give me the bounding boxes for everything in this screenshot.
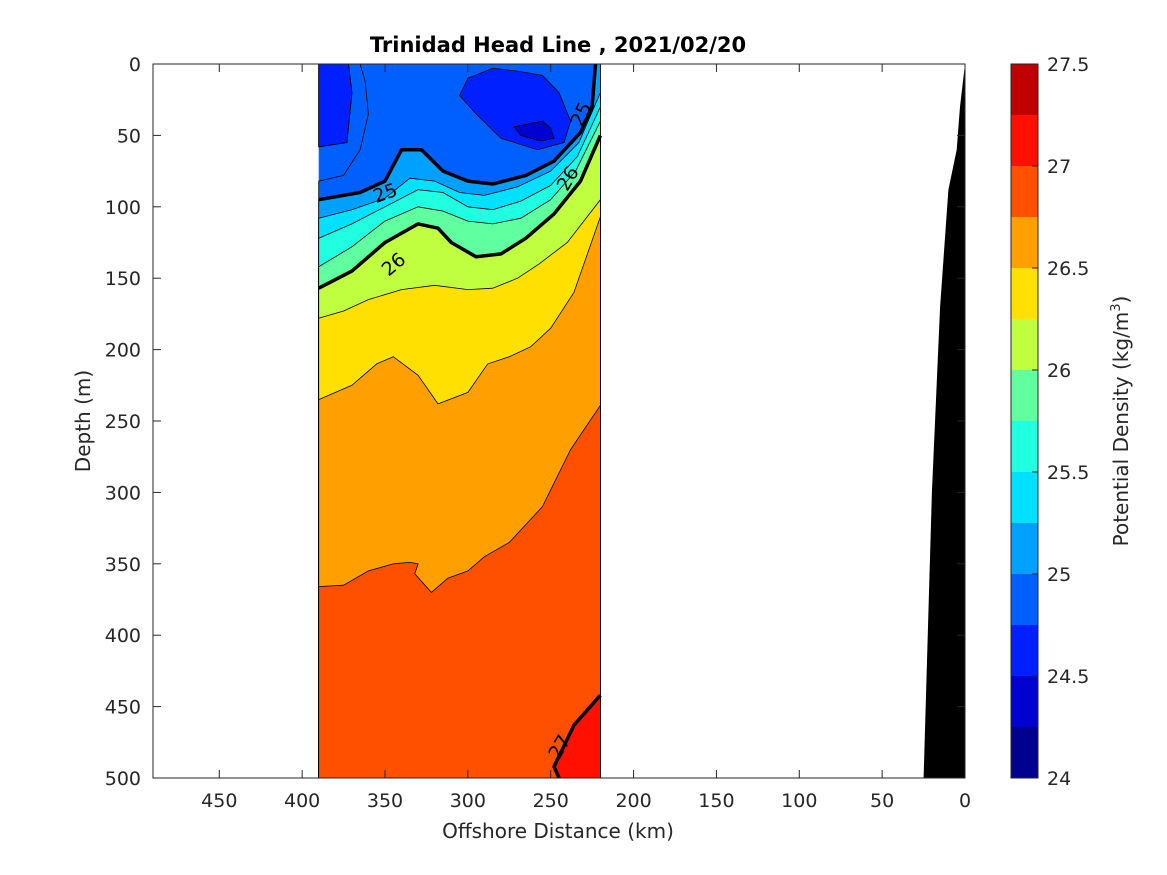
colorbar-swatch — [1011, 268, 1038, 319]
colorbar-tick-label: 26 — [1047, 360, 1071, 382]
colorbar-swatch — [1011, 676, 1038, 727]
x-tick-label: 400 — [284, 790, 320, 812]
x-tick-label: 0 — [959, 790, 971, 812]
colorbar-swatch — [1011, 472, 1038, 523]
bathymetry-shape — [923, 64, 965, 778]
y-axis-label: Depth (m) — [71, 370, 95, 472]
colorbar-tick-label: 24.5 — [1047, 666, 1089, 688]
density-region-24-5-west — [318, 64, 353, 148]
x-tick-label: 150 — [698, 790, 734, 812]
colorbar-tick-label: 27 — [1047, 156, 1071, 178]
y-tick-label: 50 — [117, 125, 141, 147]
y-tick-label: 200 — [105, 340, 141, 362]
density-fill-regions — [318, 64, 601, 778]
colorbar-swatch — [1011, 523, 1038, 574]
y-tick-label: 100 — [105, 197, 141, 219]
colorbar: 24 24.5 25 25.5 26 26.5 27 27.5 — [1010, 54, 1089, 790]
y-tick-label: 450 — [105, 697, 141, 719]
bathymetry-fill — [923, 64, 965, 778]
colorbar-swatch — [1011, 217, 1038, 268]
contour-lines — [317, 64, 603, 778]
colorbar-swatch — [1011, 115, 1038, 166]
colorbar-swatch — [1011, 64, 1038, 115]
colorbar-tick-label: 26.5 — [1047, 258, 1089, 280]
colorbar-swatch — [1011, 625, 1038, 676]
y-axis: 0 50 100 150 200 250 300 350 400 450 500 — [105, 54, 965, 790]
x-tick-label: 350 — [367, 790, 403, 812]
colorbar-tick-label: 25.5 — [1047, 462, 1089, 484]
x-tick-label: 100 — [781, 790, 817, 812]
y-tick-label: 500 — [105, 768, 141, 790]
x-tick-label: 450 — [201, 790, 237, 812]
x-tick-label: 50 — [870, 790, 894, 812]
x-axis: 450 400 350 300 250 200 150 100 50 0 — [201, 64, 971, 812]
colorbar-frame — [1010, 63, 1039, 779]
y-tick-label: 250 — [105, 411, 141, 433]
colorbar-swatch — [1011, 319, 1038, 370]
x-tick-label: 200 — [615, 790, 651, 812]
chart-title: Trinidad Head Line , 2021/02/20 — [370, 33, 746, 57]
colorbar-tick-label: 24 — [1047, 768, 1071, 790]
colorbar-label-superscript: 3 — [1109, 303, 1124, 311]
y-tick-label: 300 — [105, 482, 141, 504]
x-axis-label: Offshore Distance (km) — [442, 819, 674, 843]
y-tick-label: 0 — [129, 54, 141, 76]
density-region-24-25-core — [513, 120, 555, 142]
density-region-26-75 — [318, 403, 601, 778]
colorbar-label-close: ) — [1109, 296, 1133, 304]
colorbar-swatch — [1011, 574, 1038, 625]
contour-line-27 — [552, 694, 602, 778]
y-tick-label: 350 — [105, 554, 141, 576]
x-tick-label: 300 — [450, 790, 486, 812]
contour-line-25 — [318, 64, 598, 202]
colorbar-swatch — [1011, 166, 1038, 217]
colorbar-tick-label: 25 — [1047, 564, 1071, 586]
colorbar-tick-label: 27.5 — [1047, 54, 1089, 76]
y-tick-label: 400 — [105, 625, 141, 647]
colorbar-swatch — [1011, 370, 1038, 421]
colorbar-swatch — [1011, 421, 1038, 472]
x-tick-label: 250 — [533, 790, 569, 812]
plot-area — [317, 64, 965, 778]
colorbar-swatch — [1011, 727, 1038, 778]
colorbar-label: Potential Density (kg/m3) — [1109, 296, 1133, 547]
contour-line-26 — [317, 134, 603, 290]
y-tick-label: 150 — [105, 268, 141, 290]
